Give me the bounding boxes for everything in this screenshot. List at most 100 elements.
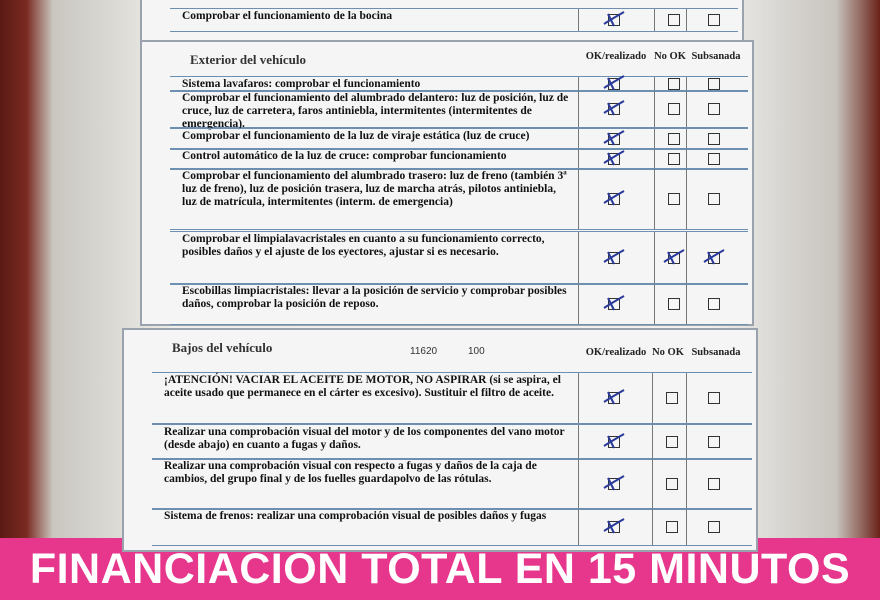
column-line	[654, 284, 655, 324]
column-line	[652, 459, 653, 509]
column-line	[686, 459, 687, 509]
check-row: Sistema de frenos: realizar una comproba…	[152, 508, 752, 546]
check-mark	[603, 100, 625, 116]
check-stroke	[603, 11, 625, 27]
column-line	[686, 169, 687, 229]
row-text: Comprobar el funcionamiento del alumbrad…	[182, 92, 569, 130]
check-row: ¡ATENCIÓN! VACIAR EL ACEITE DE MOTOR, NO…	[152, 372, 752, 424]
column-line	[686, 373, 687, 423]
check-mark	[603, 295, 625, 311]
check-stroke	[603, 100, 625, 116]
checkbox	[708, 153, 720, 165]
column-line	[654, 77, 655, 91]
check-row: Realizar una comprobación visual con res…	[152, 458, 752, 510]
check-mark	[603, 249, 625, 265]
column-line	[652, 425, 653, 459]
check-mark	[603, 190, 625, 206]
column-header: No OK	[654, 51, 686, 62]
column-line	[686, 9, 687, 31]
check-stroke	[603, 75, 625, 91]
check-stroke	[603, 150, 625, 166]
column-line	[686, 149, 687, 169]
row-text: Sistema lavafaros: comprobar el funciona…	[182, 78, 421, 90]
column-line	[578, 425, 579, 459]
column-line	[654, 9, 655, 31]
check-mark	[603, 389, 625, 405]
row-text: Sistema de frenos: realizar una comproba…	[164, 510, 547, 522]
column-header: OK/realizado	[585, 347, 647, 358]
checkbox	[708, 298, 720, 310]
checkbox	[708, 392, 720, 404]
section: Bajos del vehículo 11620 100 OK/realizado No…	[122, 328, 758, 552]
check-row: Realizar una comprobación visual del mot…	[152, 424, 752, 460]
checkbox	[668, 153, 680, 165]
column-line	[578, 129, 579, 149]
checkbox	[668, 78, 680, 90]
section-title: Exterior del vehículo	[190, 52, 307, 67]
column-line	[652, 373, 653, 423]
row-text: Comprobar el limpialavacristales en cuan…	[182, 233, 545, 258]
column-line	[578, 232, 579, 284]
checkbox	[668, 103, 680, 115]
check-stroke	[603, 190, 625, 206]
column-line	[578, 459, 579, 509]
row-text: Control automático de la luz de cruce: c…	[182, 150, 507, 162]
row-text: ¡ATENCIÓN! VACIAR EL ACEITE DE MOTOR, NO…	[164, 374, 561, 399]
check-row: Escobillas limpiacristales: llevar a la …	[170, 283, 748, 325]
check-stroke	[603, 475, 625, 491]
column-line	[654, 149, 655, 169]
row-text: Comprobar el funcionamiento del alumbrad…	[182, 170, 567, 208]
checkbox	[708, 436, 720, 448]
code: 100	[468, 346, 485, 357]
check-mark	[603, 130, 625, 146]
checkbox	[668, 133, 680, 145]
column-line	[578, 169, 579, 229]
column-header: Subsanada	[691, 347, 741, 358]
checkbox	[668, 298, 680, 310]
column-line	[686, 91, 687, 127]
row-text: Escobillas limpiacristales: llevar a la …	[182, 285, 567, 310]
check-stroke	[603, 433, 625, 449]
column-line	[686, 129, 687, 149]
column-line	[686, 77, 687, 91]
check-stroke	[703, 249, 725, 265]
section-title: Bajos del vehículo	[172, 340, 273, 355]
row-text: Comprobar el funcionamiento de la luz de…	[182, 130, 530, 142]
checkbox	[708, 478, 720, 490]
check-mark	[603, 75, 625, 91]
row-text: Realizar una comprobación visual con res…	[164, 460, 537, 485]
row-text: Comprobar el funcionamiento de la bocina	[182, 10, 393, 22]
column-line	[578, 91, 579, 127]
checkbox	[666, 392, 678, 404]
check-mark	[603, 433, 625, 449]
check-mark	[603, 150, 625, 166]
column-header: OK/realizado	[585, 51, 647, 62]
check-stroke	[603, 389, 625, 405]
column-line	[652, 509, 653, 545]
check-stroke	[663, 249, 685, 265]
check-row: Comprobar el funcionamiento del alumbrad…	[170, 90, 748, 130]
column-line	[578, 149, 579, 169]
column-line	[654, 169, 655, 229]
check-mark	[703, 249, 725, 265]
check-stroke	[603, 295, 625, 311]
check-stroke	[603, 249, 625, 265]
check-mark	[663, 249, 685, 265]
check-mark	[603, 475, 625, 491]
checkbox	[666, 478, 678, 490]
code: 11620	[410, 346, 438, 357]
check-mark	[603, 11, 625, 27]
check-row: Comprobar el funcionamiento de la luz de…	[170, 128, 748, 150]
checkbox	[708, 14, 720, 26]
checkbox	[668, 14, 680, 26]
checkbox	[708, 103, 720, 115]
column-line	[578, 284, 579, 324]
checkbox	[668, 193, 680, 205]
check-mark	[603, 518, 625, 534]
checkbox	[666, 521, 678, 533]
check-row: Comprobar el funcionamiento del alumbrad…	[170, 168, 748, 230]
check-row: Comprobar el limpialavacristales en cuan…	[170, 231, 748, 285]
checkbox	[666, 436, 678, 448]
